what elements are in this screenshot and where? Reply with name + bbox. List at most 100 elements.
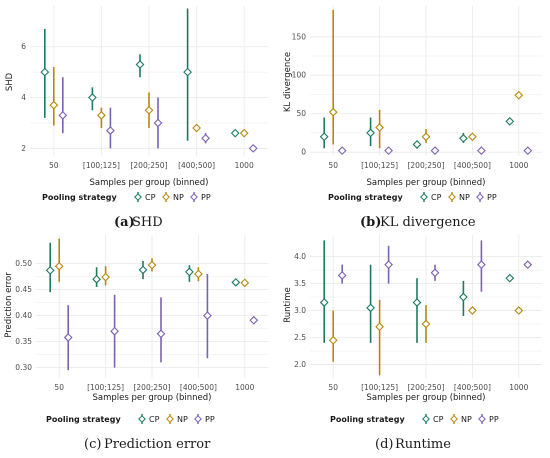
y-axis-title-d: Runtime <box>283 287 293 323</box>
point-NP <box>144 105 154 115</box>
x-tick-label: 50 <box>328 161 338 170</box>
caption-letter-b: (b) <box>360 215 381 230</box>
x-tick-label: [400;500] <box>454 161 491 170</box>
point-NP <box>514 90 524 100</box>
point-PP <box>523 146 533 155</box>
legend-title: Pooling strategy <box>42 193 117 202</box>
legend-swatch-PP <box>190 193 198 201</box>
legend-swatch-NP <box>450 415 458 423</box>
point-PP <box>430 146 440 155</box>
point-CP <box>319 298 329 307</box>
legend-label-CP: CP <box>149 415 160 424</box>
point-NP <box>375 123 384 132</box>
point-PP <box>153 118 163 128</box>
legend-label-NP: NP <box>459 193 470 202</box>
point-NP <box>239 128 249 138</box>
x-tick-label: 50 <box>49 161 59 170</box>
y-tick-label: 3.0 <box>294 306 306 315</box>
point-CP <box>230 128 240 138</box>
x-tick-label: [100;125] <box>83 161 120 170</box>
legend-swatch-PP <box>194 415 202 423</box>
point-PP <box>201 133 210 143</box>
legend-c: Pooling strategy CP NP PP <box>46 414 215 424</box>
x-tick-label: 1000 <box>235 383 254 392</box>
point-CP <box>459 292 468 302</box>
point-CP <box>185 267 194 277</box>
legend-label-CP: CP <box>431 193 442 202</box>
marks-d <box>319 240 533 376</box>
y-tick-label: 0.30 <box>15 363 32 372</box>
point-CP <box>138 265 148 275</box>
caption-text-d: Runtime <box>395 437 451 452</box>
point-PP <box>384 260 393 270</box>
y-tick-label: 50 <box>296 109 306 118</box>
y-ticks-a: 2 4 6 <box>21 42 26 153</box>
point-NP <box>514 306 524 315</box>
y-tick-label: 6 <box>21 42 26 51</box>
point-NP <box>421 132 431 142</box>
legend-swatch-CP <box>138 415 146 423</box>
caption-a: (a) SHD <box>114 215 163 230</box>
legend-label-NP: NP <box>461 415 472 424</box>
point-PP <box>249 315 259 325</box>
x-axis-title-d: Samples per group (binned) <box>367 393 486 403</box>
y-tick-label: 2.0 <box>294 360 306 369</box>
y-tick-label: 4.0 <box>294 252 306 261</box>
x-tick-label: [400;500] <box>180 383 217 392</box>
x-axis-title-a: Samples per group (binned) <box>90 178 209 188</box>
legend-swatch-CP <box>134 193 142 201</box>
panel-c: 0.30 0.35 0.40 0.45 0.50 50 [100;125] [200;250… <box>4 235 268 452</box>
x-axis-title-b: Samples per group (binned) <box>367 178 486 188</box>
x-tick-label: [200;250] <box>407 383 444 392</box>
point-PP <box>384 146 393 155</box>
grid-b <box>310 6 542 156</box>
point-CP <box>92 274 101 284</box>
x-tick-label: [400;500] <box>178 161 215 170</box>
x-tick-label: [200;250] <box>407 161 444 170</box>
caption-text-b: KL divergence <box>380 215 476 230</box>
point-CP <box>45 265 55 275</box>
y-tick-label: 4 <box>21 93 26 102</box>
y-tick-label: 2 <box>21 144 26 153</box>
point-NP <box>49 100 59 110</box>
point-PP <box>523 260 533 270</box>
x-ticks-b: 50 [100;125] [200;250] [400;500] 1000 <box>328 161 528 170</box>
legend-swatch-NP <box>166 415 174 423</box>
y-tick-label: 150 <box>292 32 307 41</box>
point-NP <box>240 278 250 288</box>
caption-text-a: SHD <box>132 215 163 230</box>
legend-title: Pooling strategy <box>328 193 403 202</box>
x-axis-title-c: Samples per group (binned) <box>93 393 212 403</box>
point-NP <box>97 110 106 120</box>
legend-label-CP: CP <box>433 415 444 424</box>
point-CP <box>412 298 422 307</box>
x-tick-label: 50 <box>328 383 338 392</box>
point-CP <box>88 93 97 102</box>
legend-swatch-CP <box>422 415 430 423</box>
caption-text-c: Prediction error <box>104 437 211 452</box>
y-tick-label: 0.50 <box>15 259 32 268</box>
legend-swatch-NP <box>448 193 456 201</box>
point-CP <box>412 140 422 149</box>
point-NP <box>194 269 203 279</box>
point-PP <box>337 146 347 155</box>
point-CP <box>231 277 241 287</box>
y-axis-title-a: SHD <box>5 72 15 91</box>
point-NP <box>192 123 201 133</box>
point-CP <box>40 67 50 77</box>
x-tick-label: [400;500] <box>454 383 491 392</box>
caption-letter-c: (c) <box>84 437 101 452</box>
legend-b: Pooling strategy CP NP PP <box>328 192 497 202</box>
legend-a: Pooling strategy CP NP PP <box>42 192 211 202</box>
point-NP <box>54 261 64 271</box>
marks-c <box>45 238 259 371</box>
y-tick-label: 3.5 <box>294 279 306 288</box>
x-tick-label: [200;250] <box>130 161 167 170</box>
legend-swatch-PP <box>476 193 484 201</box>
x-tick-label: 1000 <box>235 161 254 170</box>
point-NP <box>468 306 477 315</box>
y-ticks-c: 0.30 0.35 0.40 0.45 0.50 <box>15 259 32 372</box>
y-axis-title-c: Prediction error <box>4 272 14 338</box>
y-ticks-b: 0 50 100 150 <box>292 32 307 156</box>
